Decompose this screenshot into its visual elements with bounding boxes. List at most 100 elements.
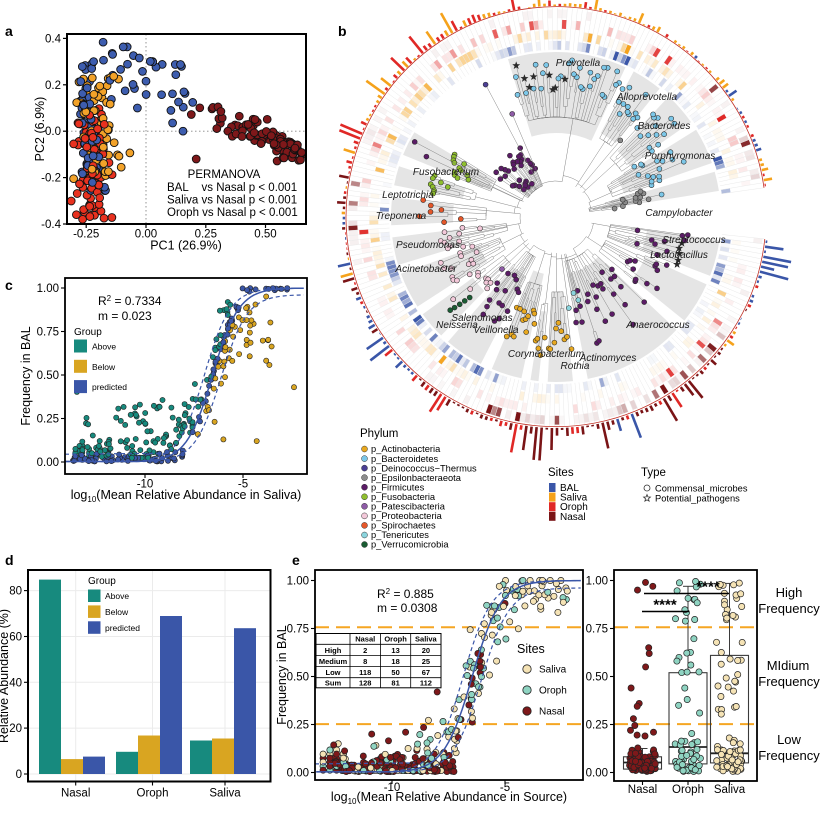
svg-text:****: **** xyxy=(696,579,720,596)
svg-text:Sites: Sites xyxy=(548,467,574,479)
svg-text:Above: Above xyxy=(92,342,116,352)
svg-text:Fusobacterium: Fusobacterium xyxy=(413,167,479,178)
svg-text:18: 18 xyxy=(391,657,399,666)
svg-text:0.50: 0.50 xyxy=(37,370,59,382)
svg-text:predicted: predicted xyxy=(92,382,127,392)
svg-text:13: 13 xyxy=(391,646,399,655)
svg-text:128: 128 xyxy=(359,679,372,688)
svg-text:50: 50 xyxy=(391,668,399,677)
svg-text:Neisseria: Neisseria xyxy=(436,320,478,331)
svg-text:p_Proteobacteria: p_Proteobacteria xyxy=(371,511,443,521)
svg-text:p_Firmicutes: p_Firmicutes xyxy=(371,482,425,492)
svg-text:Low: Low xyxy=(326,668,341,677)
svg-text:PERMANOVA: PERMANOVA xyxy=(188,169,261,181)
svg-text:predicted: predicted xyxy=(105,623,140,633)
svg-text:log10(Mean Relative Abundance: log10(Mean Relative Abundance in Source) xyxy=(331,790,567,806)
svg-text:0.2: 0.2 xyxy=(45,80,61,92)
svg-text:Saliva: Saliva xyxy=(539,665,567,676)
svg-text:Above: Above xyxy=(105,591,129,601)
svg-text:0.50: 0.50 xyxy=(254,229,276,241)
svg-text:Anaerococcus: Anaerococcus xyxy=(625,320,689,331)
svg-text:Saliva: Saliva xyxy=(209,788,241,800)
svg-text:112: 112 xyxy=(420,679,432,688)
svg-text:p_Epsilonbacteraeota: p_Epsilonbacteraeota xyxy=(371,473,462,483)
svg-text:p_Tenericutes: p_Tenericutes xyxy=(371,530,429,540)
svg-text:High: High xyxy=(776,585,803,600)
svg-text:Streptococcus: Streptococcus xyxy=(662,235,725,246)
svg-text:Pseudomonas: Pseudomonas xyxy=(396,240,460,251)
svg-text:Frequency in BAL: Frequency in BAL xyxy=(19,326,33,425)
svg-text:Sites: Sites xyxy=(517,642,545,656)
svg-text:Commensal_microbes: Commensal_microbes xyxy=(655,484,748,494)
svg-text:67: 67 xyxy=(422,668,430,677)
svg-text:25: 25 xyxy=(422,657,430,666)
svg-text:Below: Below xyxy=(105,607,129,617)
svg-text:p_Deinococcus−Thermus: p_Deinococcus−Thermus xyxy=(371,463,477,473)
svg-text:MIdium: MIdium xyxy=(767,658,810,673)
svg-text:p_Bacteroidetes: p_Bacteroidetes xyxy=(371,454,439,464)
svg-text:Frequency: Frequency xyxy=(758,601,820,616)
svg-text:e: e xyxy=(292,552,300,568)
svg-text:Type: Type xyxy=(641,467,666,479)
svg-text:Oroph: Oroph xyxy=(672,784,704,796)
svg-text:0.75: 0.75 xyxy=(287,624,309,636)
svg-text:****: **** xyxy=(653,597,677,614)
svg-text:Leptotrichia: Leptotrichia xyxy=(382,190,434,201)
svg-text:d: d xyxy=(5,552,14,568)
svg-text:0.50: 0.50 xyxy=(586,672,608,684)
svg-text:Prevotella: Prevotella xyxy=(556,58,601,69)
svg-text:Rothia: Rothia xyxy=(561,361,590,372)
svg-text:81: 81 xyxy=(391,679,399,688)
svg-text:Oroph: Oroph xyxy=(137,788,169,800)
svg-text:Corynebacterium: Corynebacterium xyxy=(508,349,584,360)
svg-text:0.25: 0.25 xyxy=(586,720,608,732)
svg-text:Potential_pathogens: Potential_pathogens xyxy=(655,494,740,504)
svg-text:Nasal: Nasal xyxy=(560,512,586,523)
svg-text:Veillonella: Veillonella xyxy=(473,325,519,336)
svg-text:80: 80 xyxy=(9,586,22,598)
svg-text:Frequency in BAL: Frequency in BAL xyxy=(275,625,289,724)
svg-text:m = 0.023: m = 0.023 xyxy=(98,309,152,323)
svg-text:8: 8 xyxy=(363,657,367,666)
svg-text:1.00: 1.00 xyxy=(287,576,309,588)
svg-text:0.00: 0.00 xyxy=(287,768,309,780)
svg-text:Campylobacter: Campylobacter xyxy=(645,208,713,219)
svg-text:0.25: 0.25 xyxy=(287,720,309,732)
svg-text:0: 0 xyxy=(16,769,22,781)
svg-text:Treponema: Treponema xyxy=(376,211,427,222)
svg-text:p_Fusobacteria: p_Fusobacteria xyxy=(371,492,436,502)
svg-text:0.4: 0.4 xyxy=(45,33,62,45)
svg-text:Bacteroides: Bacteroides xyxy=(638,121,691,132)
svg-text:R2 = 0.885: R2 = 0.885 xyxy=(377,587,434,601)
svg-text:Acinetobacter: Acinetobacter xyxy=(394,264,457,275)
svg-text:-0.25: -0.25 xyxy=(73,229,99,241)
svg-text:0.75: 0.75 xyxy=(586,624,608,636)
svg-text:p_Actinobacteria: p_Actinobacteria xyxy=(371,444,441,454)
svg-text:0.00: 0.00 xyxy=(586,768,608,780)
svg-text:60: 60 xyxy=(9,632,22,644)
svg-text:0.50: 0.50 xyxy=(287,672,309,684)
svg-text:-0.2: -0.2 xyxy=(41,173,61,185)
svg-text:p_Spirochaetes: p_Spirochaetes xyxy=(371,521,436,531)
svg-text:Frequency: Frequency xyxy=(758,674,820,689)
svg-text:Saliva: Saliva xyxy=(714,784,746,796)
svg-text:Alloprevotella: Alloprevotella xyxy=(616,92,677,103)
svg-text:Sum: Sum xyxy=(325,679,342,688)
svg-text:Nasal: Nasal xyxy=(61,788,90,800)
svg-text:2: 2 xyxy=(363,646,367,655)
svg-text:Saliva: Saliva xyxy=(415,635,438,644)
svg-text:20: 20 xyxy=(9,723,22,735)
svg-text:Relative Abundance (%): Relative Abundance (%) xyxy=(0,609,11,743)
svg-text:Oroph: Oroph xyxy=(384,635,407,644)
svg-text:0.00: 0.00 xyxy=(37,457,59,469)
svg-text:c: c xyxy=(5,277,13,293)
svg-text:118: 118 xyxy=(359,668,371,677)
svg-text:Lactobacillus: Lactobacillus xyxy=(650,250,708,261)
svg-text:Nasal: Nasal xyxy=(539,707,565,718)
svg-text:Oroph vs Nasal p < 0.001: Oroph vs Nasal p < 0.001 xyxy=(167,207,298,219)
svg-text:1.00: 1.00 xyxy=(37,283,59,295)
svg-text:b: b xyxy=(338,23,347,39)
svg-text:PC2 (6.9%): PC2 (6.9%) xyxy=(33,97,47,162)
svg-text:Saliva vs Nasal p < 0.001: Saliva vs Nasal p < 0.001 xyxy=(167,195,297,207)
svg-text:High: High xyxy=(325,646,342,655)
